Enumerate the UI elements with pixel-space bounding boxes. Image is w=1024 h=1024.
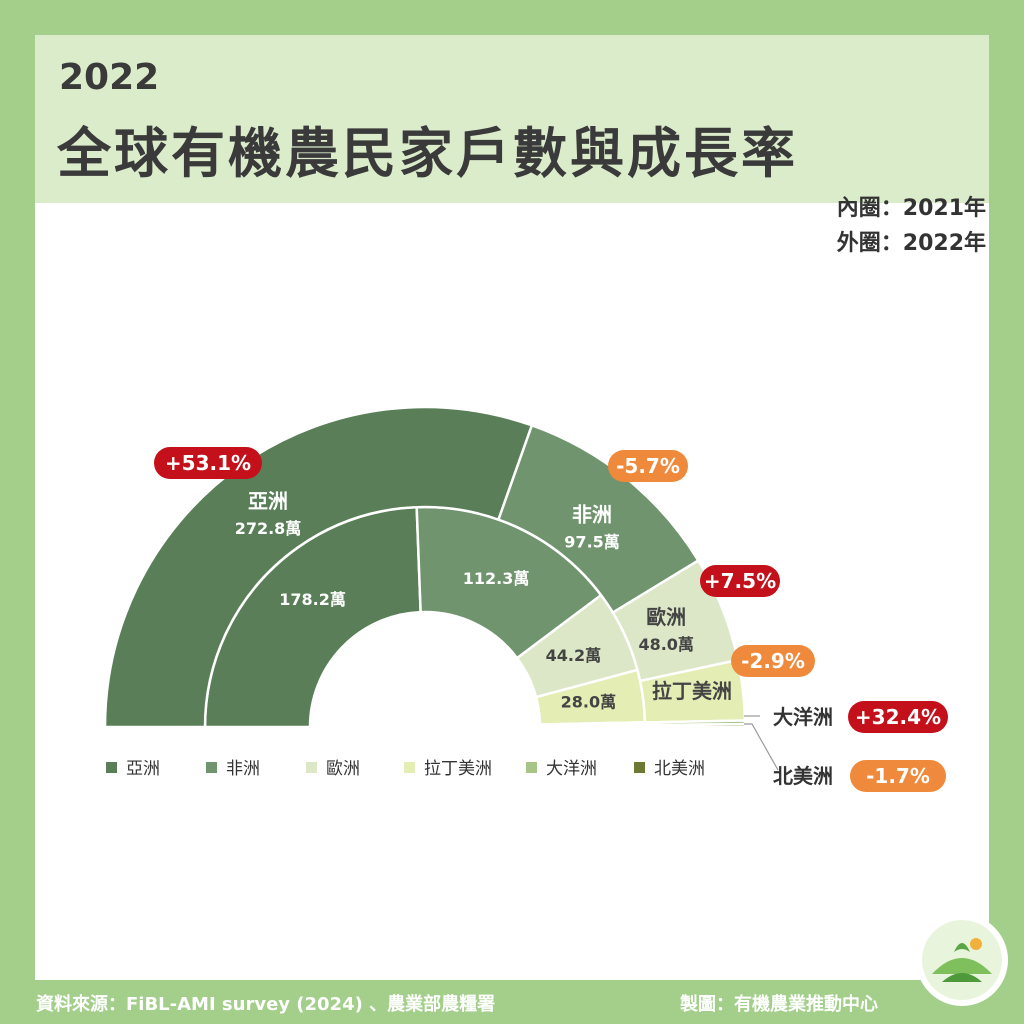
leader-line-north-america: [744, 723, 779, 771]
growth-badge-2: [700, 565, 780, 597]
legend-label-1: 非洲: [226, 759, 260, 779]
legend-label-0: 亞洲: [126, 759, 160, 779]
legend-label-2: 歐洲: [326, 759, 360, 779]
category-label-3: 拉丁美洲: [652, 679, 732, 703]
inner-ring-note: 內圈：2021年: [836, 196, 986, 221]
chart-year: 2022: [59, 57, 160, 98]
legend-label-5: 北美洲: [654, 759, 705, 779]
legend-label-3: 拉丁美洲: [424, 759, 492, 779]
category-label-5: 北美洲: [773, 764, 833, 788]
category-label-1: 非洲: [572, 502, 612, 526]
inner-value-label-0: 178.2萬: [279, 590, 346, 609]
growth-badge-5: [850, 760, 946, 792]
growth-badge-3: [731, 645, 815, 677]
growth-label-2: +7.5%: [704, 569, 776, 593]
inner-value-label-2: 44.2萬: [546, 646, 601, 665]
legend-swatch-5: [634, 762, 645, 773]
growth-label-0: +53.1%: [165, 451, 251, 475]
footer-source: 資料來源：FiBL-AMI survey (2024) 、農業部農糧署: [36, 994, 496, 1015]
footer-credit: 製圖：有機農業推動中心: [680, 994, 878, 1015]
growth-label-5: -1.7%: [866, 764, 930, 788]
outer-ring-slice-5: [643, 722, 747, 729]
outer-value-label-1: 97.5萬: [564, 532, 619, 551]
growth-label-1: -5.7%: [616, 454, 680, 478]
outer-ring-slice-0: [103, 405, 534, 729]
chart-title: 全球有機農民家戶數與成長率: [57, 122, 798, 185]
inner-ring-slice-5: [538, 723, 647, 729]
inner-value-label-1: 112.3萬: [463, 569, 530, 588]
growth-label-3: -2.9%: [741, 649, 805, 673]
legend-swatch-2: [306, 762, 317, 773]
legend-swatch-3: [404, 762, 415, 773]
category-label-2: 歐洲: [646, 605, 686, 629]
legend-swatch-1: [206, 762, 217, 773]
outer-value-label-0: 272.8萬: [235, 519, 302, 538]
legend-swatch-4: [526, 762, 537, 773]
legend-label-4: 大洋洲: [546, 759, 597, 779]
header-band: 2022 全球有機農民家戶數與成長率: [35, 35, 989, 203]
growth-badge-1: [608, 450, 688, 482]
category-label-4: 大洋洲: [773, 705, 833, 729]
outer-ring-note: 外圈：2022年: [836, 231, 986, 256]
outer-value-label-2: 48.0萬: [638, 635, 693, 654]
inner-value-label-3: 28.0萬: [561, 693, 616, 712]
category-label-0: 亞洲: [248, 489, 288, 513]
growth-badge-0: [154, 447, 262, 479]
organic-logo-icon: [916, 914, 1008, 1006]
legend-swatch-0: [106, 762, 117, 773]
growth-label-4: +32.4%: [855, 705, 941, 729]
growth-badge-4: [848, 701, 948, 733]
